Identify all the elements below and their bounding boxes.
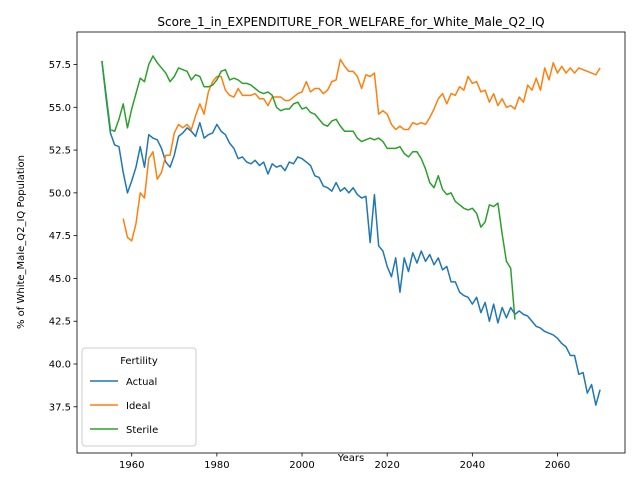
y-tick-label: 42.5 bbox=[49, 317, 71, 328]
x-tick-label: 1980 bbox=[204, 460, 229, 471]
legend-title: Fertility bbox=[120, 356, 158, 367]
y-tick-label: 45.0 bbox=[49, 274, 71, 285]
x-tick-label: 2000 bbox=[289, 460, 314, 471]
legend-label: Actual bbox=[126, 377, 157, 388]
series-line bbox=[101, 61, 601, 406]
y-tick-label: 57.5 bbox=[49, 60, 71, 71]
series-line bbox=[101, 55, 516, 320]
series-line bbox=[122, 58, 601, 242]
legend-label: Ideal bbox=[126, 401, 150, 412]
x-axis-label: Years bbox=[337, 453, 364, 464]
y-tick-label: 47.5 bbox=[49, 231, 71, 242]
plot-frame bbox=[76, 31, 626, 454]
chart-title: Score_1_in_EXPENDITURE_FOR_WELFARE_for_W… bbox=[157, 15, 544, 29]
y-axis-label: % of White_Male_Q2_IQ Population bbox=[16, 155, 27, 329]
legend-label: Sterile bbox=[126, 425, 158, 436]
y-tick-label: 40.0 bbox=[49, 360, 71, 371]
x-tick-label: 2060 bbox=[545, 460, 570, 471]
y-tick-label: 52.5 bbox=[49, 146, 71, 157]
x-tick-label: 1960 bbox=[119, 460, 144, 471]
y-tick-label: 37.5 bbox=[49, 402, 71, 413]
y-tick-label: 55.0 bbox=[49, 103, 71, 114]
legend-box bbox=[81, 347, 197, 447]
x-tick-label: 2020 bbox=[374, 460, 399, 471]
legend: Fertility Actual Ideal Sterile bbox=[81, 347, 197, 447]
x-tick-label: 2040 bbox=[460, 460, 485, 471]
y-tick-label: 50.0 bbox=[49, 188, 71, 199]
